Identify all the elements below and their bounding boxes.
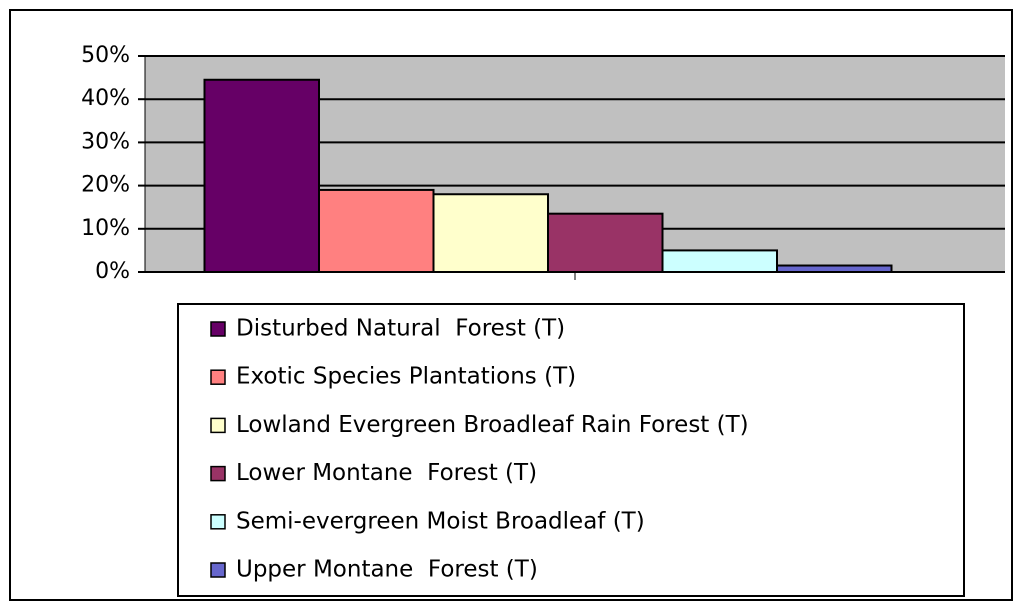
bar [318, 188, 435, 273]
legend-label: Upper Montane Forest (T) [236, 557, 538, 583]
legend-swatch [210, 369, 226, 385]
legend-swatch [210, 465, 226, 482]
y-tick-label: 50% [81, 43, 130, 68]
y-tick-label: 30% [81, 129, 130, 154]
y-tick-label: 40% [81, 86, 130, 111]
y-tick-label: 20% [81, 173, 130, 198]
bar [432, 193, 549, 274]
legend-label: Lower Montane Forest (T) [236, 460, 537, 486]
legend-label: Disturbed Natural Forest (T) [236, 316, 565, 342]
legend-swatch [210, 417, 226, 434]
y-tick-label: 0% [95, 259, 130, 284]
legend-label: Semi-evergreen Moist Broadleaf (T) [236, 508, 645, 534]
bar [203, 78, 320, 274]
legend-swatch [210, 321, 226, 337]
legend-label: Lowland Evergreen Broadleaf Rain Forest … [236, 412, 749, 438]
bar [547, 212, 664, 273]
legend-box [177, 303, 965, 597]
y-tick-label: 10% [81, 216, 130, 241]
legend-label: Exotic Species Plantations (T) [236, 364, 576, 390]
bar [661, 249, 778, 273]
legend-swatch [210, 514, 226, 530]
bar [776, 264, 893, 273]
legend-swatch [210, 562, 226, 578]
